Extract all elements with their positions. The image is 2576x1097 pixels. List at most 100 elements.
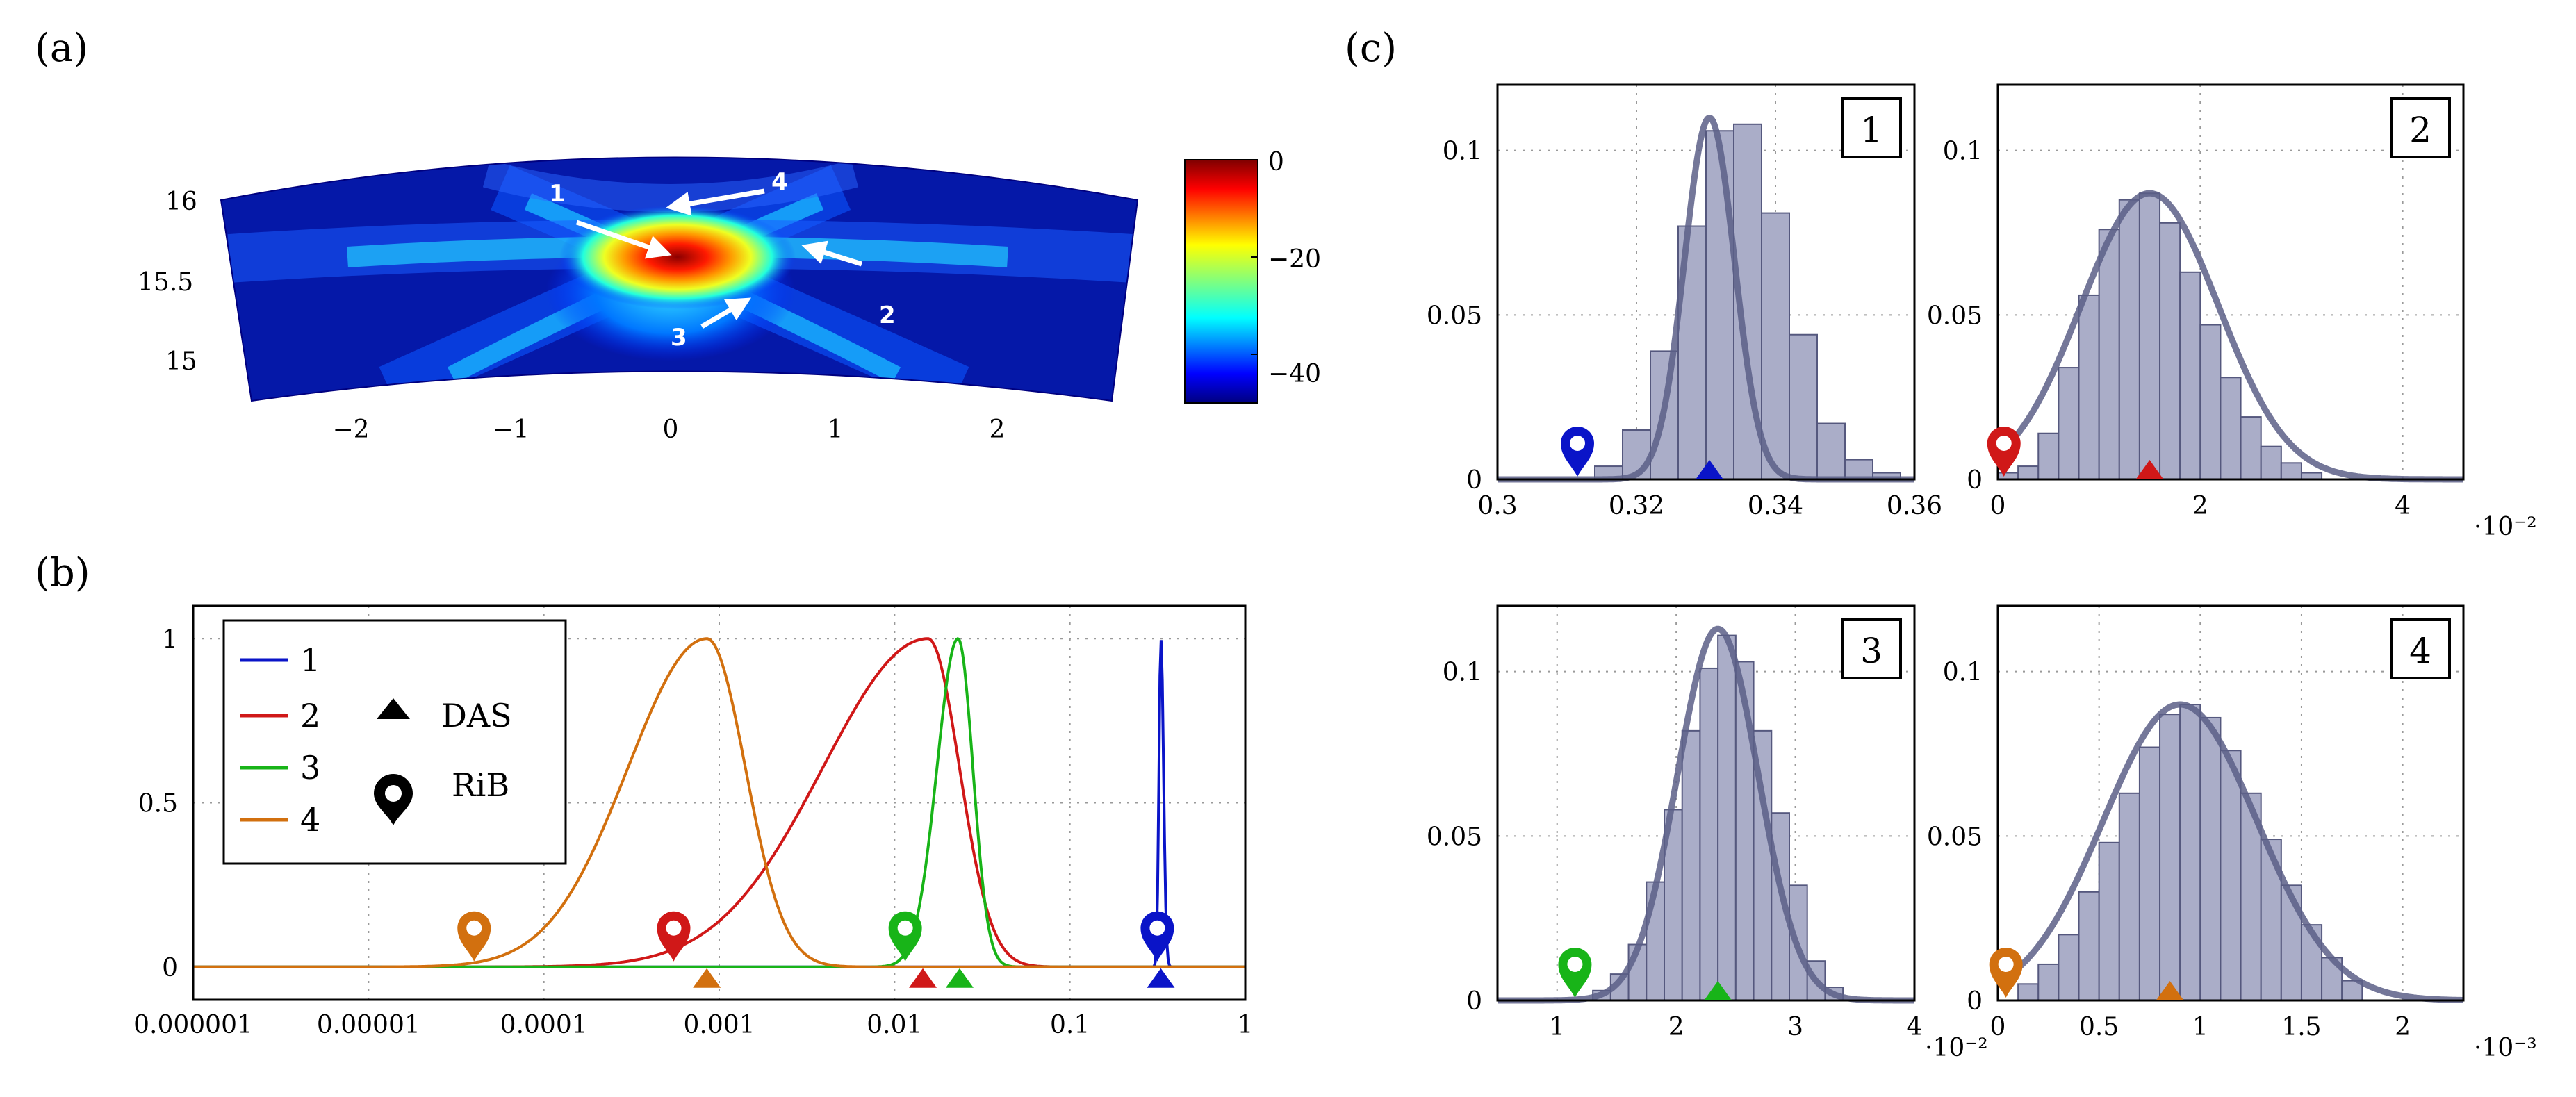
c-hist-bar — [1681, 729, 1701, 1002]
b-rib-marker-3 — [888, 911, 922, 962]
b-rib-marker-1-body — [1140, 911, 1174, 962]
a-xtick-2: 2 — [990, 415, 1006, 444]
c-axis-multiplier: ·10⁻³ — [2474, 1034, 2537, 1062]
c-hist-bar — [1717, 634, 1737, 1001]
a-xtick-1: 1 — [828, 415, 844, 444]
heatmap-annotations: 1 2 3 4 — [549, 168, 896, 352]
annotation-3: 3 — [671, 324, 687, 352]
c-xtick-label: 2 — [2395, 1013, 2411, 1041]
panel-label-b: (b) — [35, 550, 90, 595]
c-xtick-label: 0.32 — [1609, 492, 1664, 520]
c-xtick-label: 4 — [2395, 492, 2411, 520]
c-hist-bar — [1789, 333, 1818, 480]
c-xtick-label: 0.3 — [1477, 492, 1517, 520]
legend-rib: RiB — [452, 766, 509, 804]
b-legend: 1 2 3 4 DAS RiB — [222, 619, 567, 865]
c-das-marker — [1704, 981, 1732, 1000]
panel-label-a: (a) — [35, 26, 88, 71]
c-ytick-label: 0 — [1967, 987, 1983, 1016]
c-hist-bar — [2037, 963, 2060, 1002]
c-rib-marker — [1989, 948, 2023, 998]
c-subplot-2: 0 2 4 0 0.05 0.1 2 ·10⁻² — [1927, 83, 2537, 541]
c-rib-marker-body — [1989, 948, 2023, 998]
b-ytick-label: 0.5 — [138, 790, 178, 818]
legend-rib-marker — [374, 774, 413, 825]
b-das-marker-1 — [1147, 968, 1175, 988]
b-xtick-label: 1 — [1238, 1011, 1254, 1039]
c-hist-bar — [2078, 891, 2100, 1002]
c-hist-bar — [1705, 130, 1734, 480]
b-rib-marker-4-body — [457, 911, 491, 962]
b-plot-frame — [192, 604, 1247, 1001]
b-curves — [193, 637, 1245, 968]
c-hist-bar — [2098, 229, 2120, 480]
c-xtick-label: 2 — [2192, 492, 2208, 520]
c-axis-multiplier: ·10⁻² — [2474, 513, 2537, 541]
b-rib-marker-4 — [457, 911, 491, 962]
c-ytick-label: 0.1 — [1943, 659, 1983, 687]
c-rib-marker-hole — [1567, 957, 1583, 972]
b-rib-marker-2-hole — [666, 920, 682, 936]
c-hist-bar — [2220, 377, 2242, 480]
b-rib-marker-2 — [657, 911, 691, 962]
c-hist-bar — [2017, 983, 2040, 1002]
c-hist-bar — [2058, 367, 2080, 480]
c-ytick-label: 0.05 — [1927, 302, 1983, 330]
c-hist-bar — [2078, 294, 2100, 480]
c-xtick-label: 0.36 — [1887, 492, 1942, 520]
b-rib-marker-3-body — [888, 911, 922, 962]
c-xtick-label: 0.34 — [1748, 492, 1803, 520]
b-curve-series-4 — [193, 637, 1245, 968]
b-xtick-label: 0.000001 — [133, 1011, 253, 1039]
c-plot-frame — [1996, 83, 2465, 481]
c-hist-bar — [2058, 934, 2080, 1002]
c-subplot-4: 0 0.5 1 1.5 2 0 0.05 0.1 4 ·10⁻³ — [1927, 604, 2537, 1062]
c-xtick-label: 1 — [1549, 1013, 1565, 1041]
c-ytick-label: 0.1 — [1443, 138, 1482, 166]
c-rib-marker — [1558, 948, 1592, 998]
b-das-marker-2 — [909, 968, 937, 988]
c-xtick-label: 0.5 — [2079, 1013, 2119, 1041]
a-xtick-m1: −1 — [492, 415, 529, 444]
colorbar — [1184, 159, 1258, 404]
c-ytick-label: 0 — [1967, 466, 1983, 495]
c-hist-bar — [2118, 792, 2140, 1002]
colorbar-tick-m40: −40 — [1268, 360, 1321, 388]
panel-b: 0.000001 0.00001 0.0001 0.001 0.01 0.1 1 0 0.5 1 … — [133, 604, 1254, 1039]
a-ytick-15.5: 15.5 — [138, 268, 193, 297]
legend-das: DAS — [441, 697, 512, 734]
c-das-marker — [2135, 460, 2164, 479]
c-hist-bar — [2199, 324, 2222, 480]
c-rib-marker-hole — [1998, 957, 2014, 972]
c-hist-bar — [2138, 746, 2161, 1001]
c-box-label: 4 — [2409, 631, 2431, 671]
c-hist-bar — [2037, 432, 2060, 481]
heatmap-image — [221, 157, 1138, 401]
c-subplot-3: 1 2 3 4 0 0.05 0.1 3 ·10⁻² — [1427, 604, 1988, 1062]
panel-label-c: (c) — [1345, 26, 1397, 71]
c-hist-bar — [2118, 199, 2140, 480]
c-ytick-label: 0.05 — [1427, 823, 1482, 851]
annotation-2: 2 — [879, 302, 896, 329]
c-plot-frame — [1996, 604, 2465, 1002]
c-rib-marker — [1561, 427, 1594, 477]
c-hist-bar — [2260, 445, 2282, 481]
b-rib-marker-1-hole — [1149, 920, 1165, 936]
legend-das-marker — [377, 698, 410, 719]
legend-series-3: 3 — [300, 749, 320, 786]
c-rib-marker-body — [1558, 948, 1592, 998]
c-hist-bar — [1699, 667, 1719, 1002]
a-xtick-0: 0 — [663, 415, 679, 444]
c-box-label: 2 — [2409, 110, 2431, 150]
c-subplot-1: 0.3 0.32 0.34 0.36 0 0.05 0.1 1 — [1427, 83, 1942, 520]
c-ytick-label: 0.05 — [1927, 823, 1983, 851]
a-ytick-16: 16 — [165, 188, 197, 216]
b-rib-marker-3-hole — [897, 920, 913, 936]
c-hist-bar — [2199, 716, 2222, 1002]
b-rib-marker-2-body — [657, 911, 691, 962]
b-markers — [457, 911, 1175, 988]
panel-a: 1 2 3 4 16 15.5 15 −2 −1 0 1 2 0 −20 −40 — [138, 148, 1321, 444]
c-xtick-label: 0 — [1990, 492, 2006, 520]
c-das-marker — [2156, 981, 2184, 1000]
